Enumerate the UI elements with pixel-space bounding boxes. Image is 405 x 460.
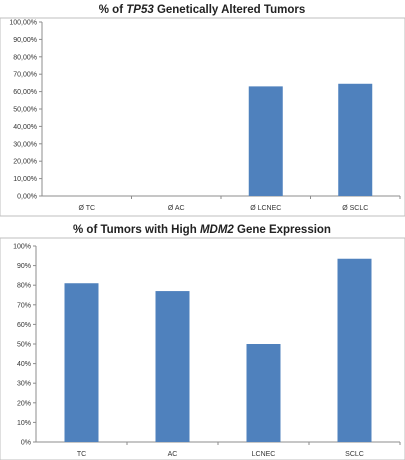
x-tick-label: Ø AC — [168, 205, 185, 212]
bar — [155, 291, 190, 442]
chart1-x-axis: Ø TC Ø AC Ø LCNEC Ø SCLC — [78, 196, 401, 212]
y-tick-label: 50,00% — [13, 107, 37, 114]
x-tick-label: Ø TC — [78, 205, 95, 212]
y-tick-label: 80% — [17, 283, 31, 290]
chart1-title: % of TP53 Genetically Altered Tumors — [99, 4, 305, 16]
y-tick-label: 40% — [17, 361, 31, 368]
y-tick-label: 100,00% — [9, 20, 37, 27]
y-tick-label: 0% — [21, 440, 31, 447]
y-tick-label: 10% — [17, 420, 31, 427]
x-tick-label: AC — [168, 451, 178, 458]
y-tick-label: 70% — [17, 302, 31, 309]
x-tick-label: Ø LCNEC — [250, 205, 281, 212]
y-tick-label: 90,00% — [13, 37, 37, 44]
x-tick-label: TC — [77, 451, 86, 458]
y-tick-label: 90% — [17, 263, 31, 270]
x-tick-label: SCLC — [345, 451, 364, 458]
y-tick-label: 60% — [17, 322, 31, 329]
bar — [337, 258, 372, 442]
x-tick-label: Ø SCLC — [342, 205, 368, 212]
bar — [248, 86, 283, 196]
chart1-bars — [248, 83, 373, 196]
y-tick-label: 10,00% — [13, 176, 37, 183]
y-tick-label: 100% — [13, 244, 31, 251]
y-tick-label: 70,00% — [13, 72, 37, 79]
y-tick-label: 0,00% — [17, 194, 37, 201]
tp53-chart: % of TP53 Genetically Altered Tumors 0,0… — [0, 4, 405, 217]
y-tick-label: 30,00% — [13, 141, 37, 148]
bar — [246, 344, 281, 442]
chart2-x-axis: TC AC LCNEC SCLC — [77, 442, 401, 458]
chart1-frame — [0, 17, 405, 217]
y-tick-label: 30% — [17, 381, 31, 388]
chart2-bars — [64, 258, 372, 442]
mdm2-chart: % of Tumors with High MDM2 Gene Expressi… — [0, 224, 405, 460]
x-tick-label: LCNEC — [252, 451, 276, 458]
y-tick-label: 20% — [17, 400, 31, 407]
chart2-frame — [0, 237, 405, 460]
y-tick-label: 50% — [17, 342, 31, 349]
bar — [64, 283, 99, 442]
chart2-title: % of Tumors with High MDM2 Gene Expressi… — [73, 224, 331, 236]
y-tick-label: 20,00% — [13, 159, 37, 166]
y-tick-label: 60,00% — [13, 89, 37, 96]
y-tick-label: 80,00% — [13, 54, 37, 61]
y-tick-label: 40,00% — [13, 124, 37, 131]
bar — [338, 83, 373, 196]
